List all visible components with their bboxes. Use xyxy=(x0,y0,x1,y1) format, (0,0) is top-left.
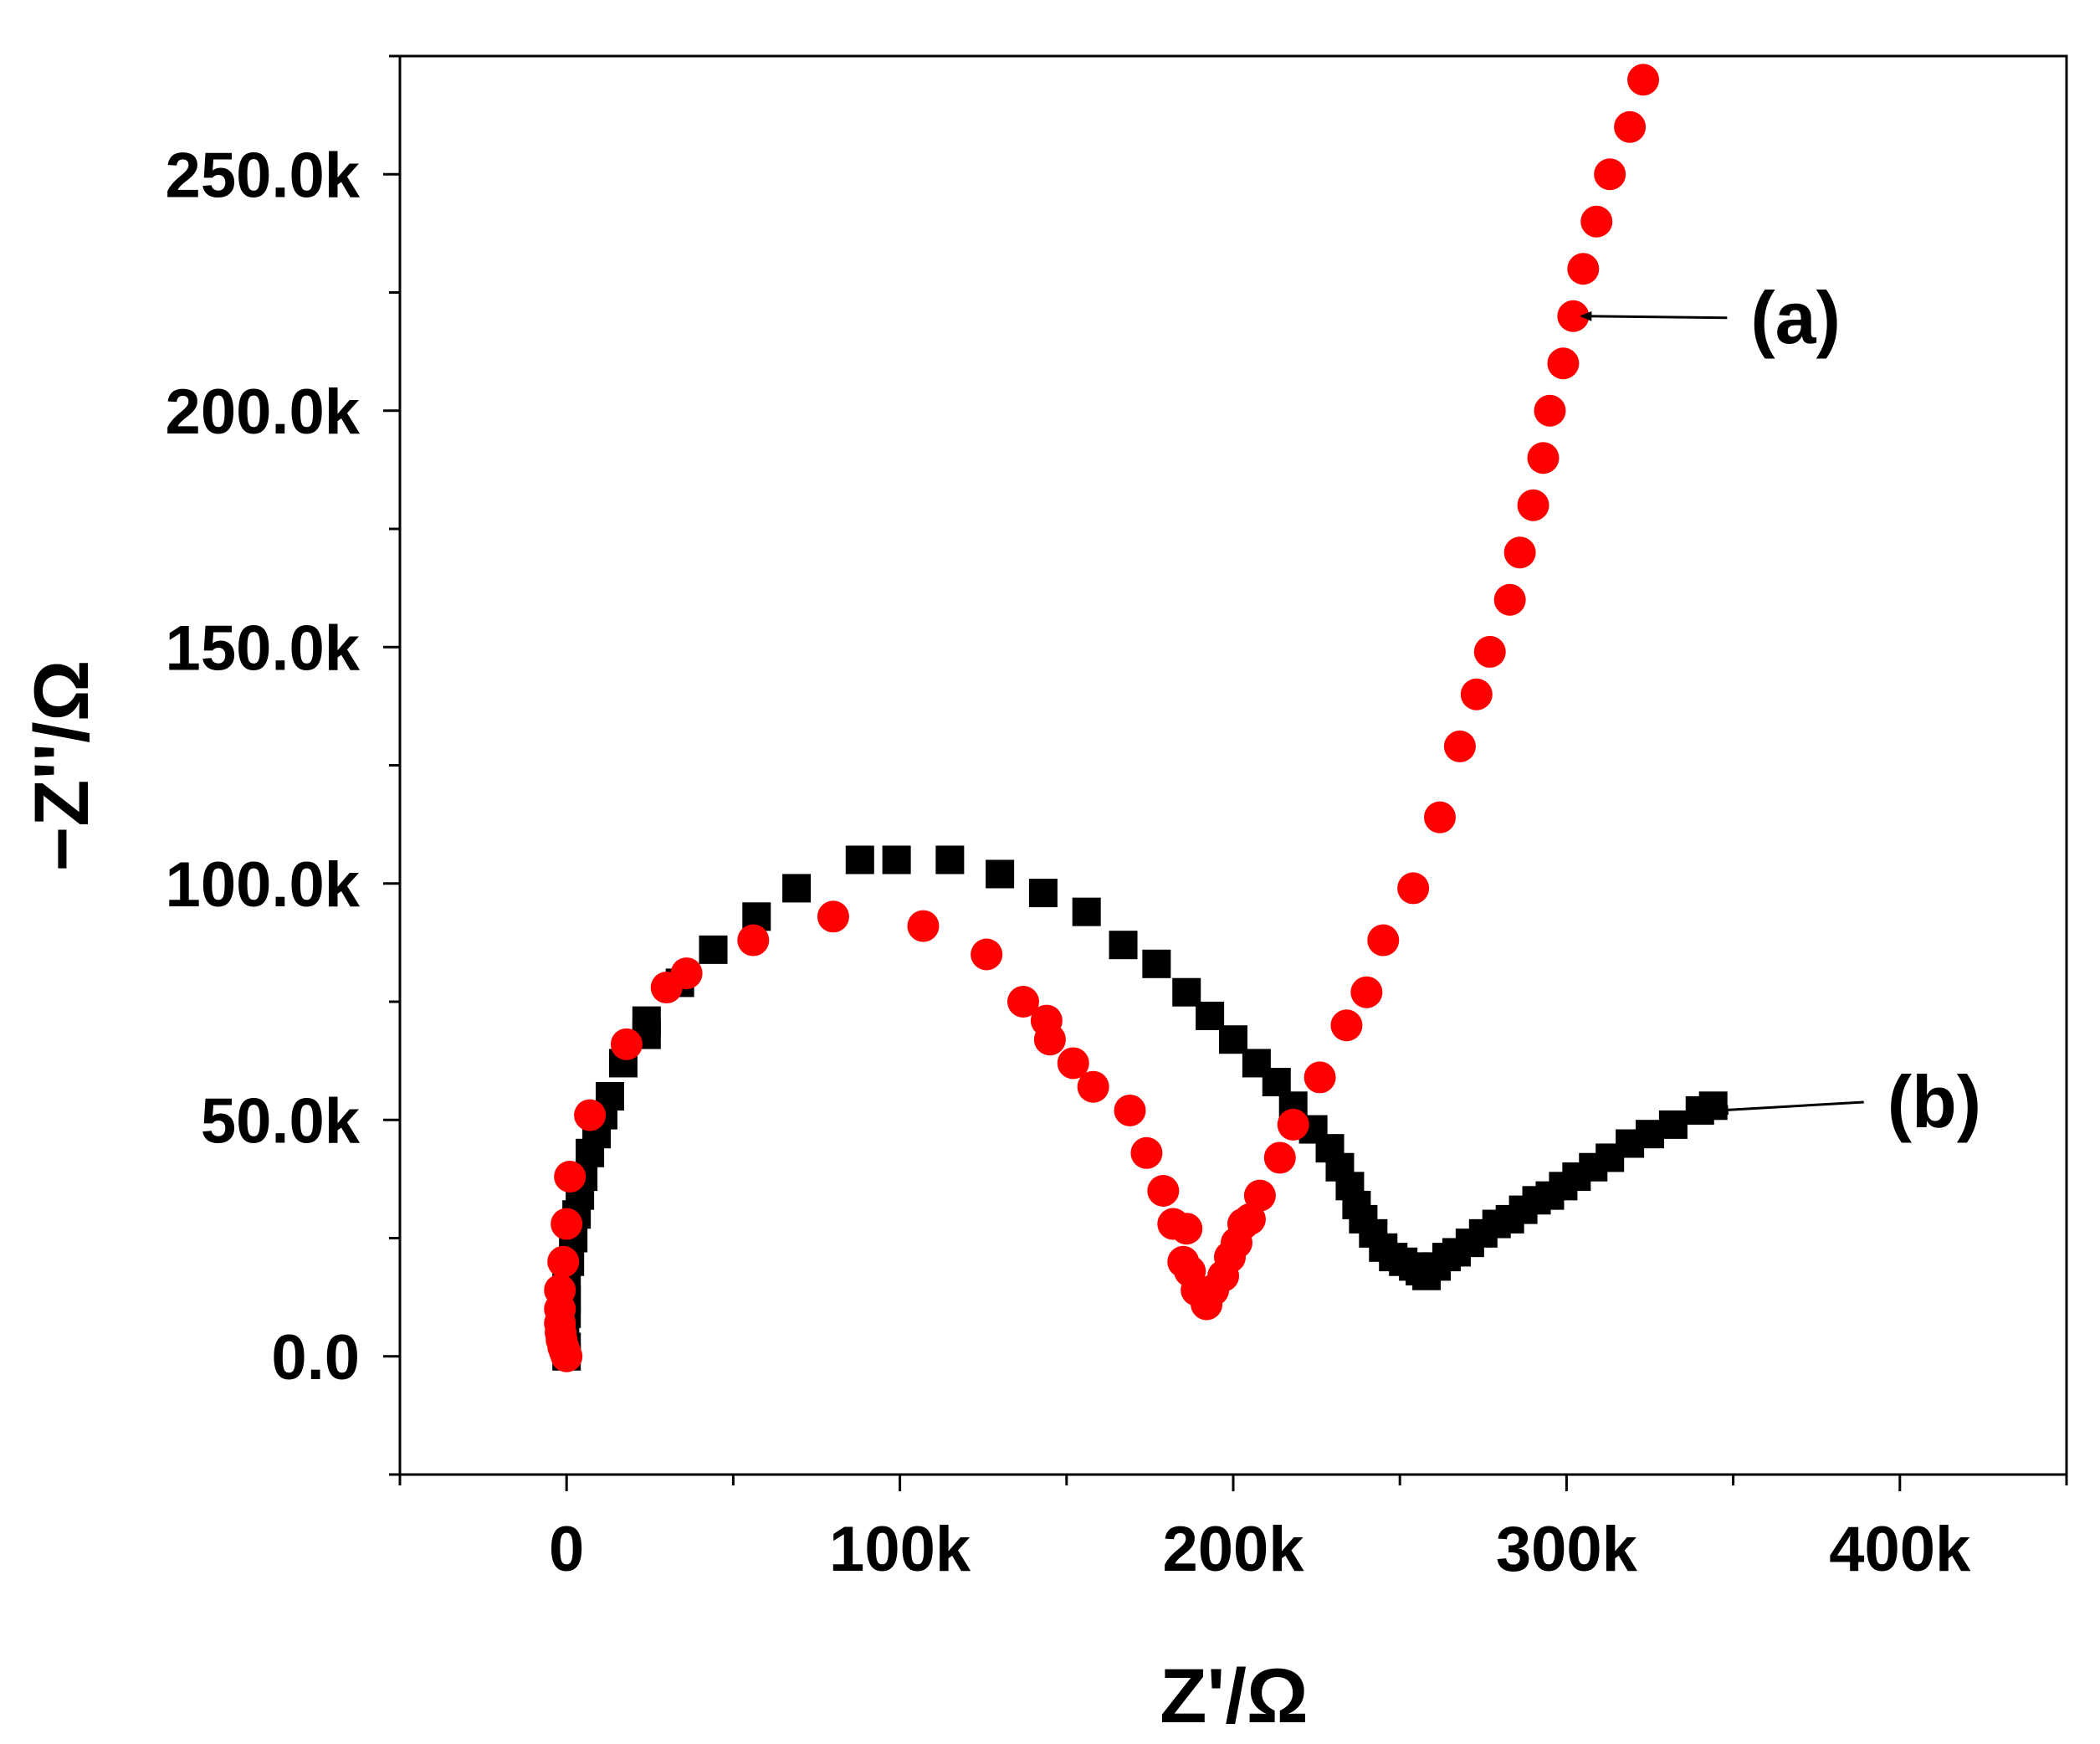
annotation-label-b: (b) xyxy=(1887,1060,1981,1143)
data-point-circle xyxy=(1114,1094,1146,1126)
data-point-circle xyxy=(1263,1141,1296,1174)
data-point-circle xyxy=(1567,253,1600,285)
data-point-circle xyxy=(1057,1047,1089,1080)
data-point-square xyxy=(1142,949,1171,978)
y-tick-label: 100.0k xyxy=(166,849,361,921)
y-tick-label: 0.0 xyxy=(271,1322,360,1393)
data-point-circle xyxy=(907,910,940,942)
data-point-circle xyxy=(1503,536,1536,569)
data-point-circle xyxy=(547,1245,580,1278)
data-point-square xyxy=(699,935,728,964)
data-point-circle xyxy=(1517,489,1549,521)
data-point-circle xyxy=(1397,872,1430,905)
axis-ticks: 0 100k 200k 300k 400k 0.0 50.0k 100.0k 150.0k 200… xyxy=(166,54,2068,1585)
data-point-square xyxy=(1109,931,1138,960)
data-point-circle xyxy=(737,924,770,957)
data-series xyxy=(544,64,1728,1372)
data-point-circle xyxy=(1527,442,1560,474)
data-point-square xyxy=(1658,1110,1688,1139)
y-tick-label: 200.0k xyxy=(166,377,361,448)
y-tick-label: 150.0k xyxy=(166,613,361,684)
x-tick-label: 400k xyxy=(1829,1514,1971,1585)
x-tick-label: 0 xyxy=(549,1514,584,1585)
data-point-circle xyxy=(1170,1213,1203,1245)
data-point-square xyxy=(882,845,911,875)
data-point-circle xyxy=(670,957,703,990)
data-point-circle xyxy=(1557,300,1590,332)
data-point-circle xyxy=(554,1161,586,1193)
data-point-circle xyxy=(1443,730,1476,762)
series-a xyxy=(544,64,1660,1372)
data-point-circle xyxy=(1627,64,1660,96)
data-point-circle xyxy=(1330,1009,1363,1042)
data-point-circle xyxy=(1277,1108,1309,1141)
data-point-circle xyxy=(1460,678,1493,710)
annotations: (a) (b) xyxy=(1580,276,1981,1143)
data-point-square xyxy=(935,845,965,875)
x-tick-label: 200k xyxy=(1162,1514,1304,1585)
data-point-circle xyxy=(1473,635,1506,668)
data-point-circle xyxy=(610,1028,643,1060)
y-tick-label: 50.0k xyxy=(201,1085,361,1157)
data-point-square xyxy=(986,859,1015,889)
data-point-circle xyxy=(1614,110,1647,143)
data-point-square xyxy=(782,874,812,903)
data-point-circle xyxy=(971,938,1003,971)
annotation-label-a: (a) xyxy=(1750,276,1841,359)
data-point-square xyxy=(632,1006,661,1035)
data-point-circle xyxy=(1304,1061,1336,1094)
data-point-circle xyxy=(1367,924,1400,957)
data-point-circle xyxy=(1077,1070,1109,1103)
data-point-circle xyxy=(1033,1023,1066,1056)
data-point-square xyxy=(1072,897,1101,926)
data-point-circle xyxy=(1493,583,1526,616)
y-axis-label: −Z''/Ω xyxy=(19,660,105,872)
x-tick-label: 100k xyxy=(829,1514,971,1585)
data-point-circle xyxy=(1534,394,1566,427)
data-point-circle xyxy=(1594,158,1626,191)
data-point-circle xyxy=(1243,1179,1276,1212)
data-point-circle xyxy=(1424,801,1457,834)
data-point-square xyxy=(1698,1091,1728,1121)
annotation-arrow-b xyxy=(1716,1100,1864,1116)
data-point-circle xyxy=(544,1274,576,1306)
data-point-circle xyxy=(817,900,849,933)
data-point-circle xyxy=(1147,1175,1180,1207)
data-point-circle xyxy=(1350,976,1383,1008)
annotation-arrow-a xyxy=(1580,310,1728,321)
x-axis-label: Z'/Ω xyxy=(1160,1654,1308,1739)
data-point-circle xyxy=(1580,205,1613,238)
x-tick-label: 300k xyxy=(1496,1514,1638,1585)
data-point-circle xyxy=(574,1099,607,1131)
data-point-circle xyxy=(1007,986,1040,1018)
data-point-circle xyxy=(1547,347,1580,380)
data-point-circle xyxy=(551,1208,583,1240)
data-point-square xyxy=(845,845,874,875)
y-tick-label: 250.0k xyxy=(166,140,361,211)
data-point-circle xyxy=(1130,1136,1163,1169)
data-point-square xyxy=(1028,879,1058,908)
